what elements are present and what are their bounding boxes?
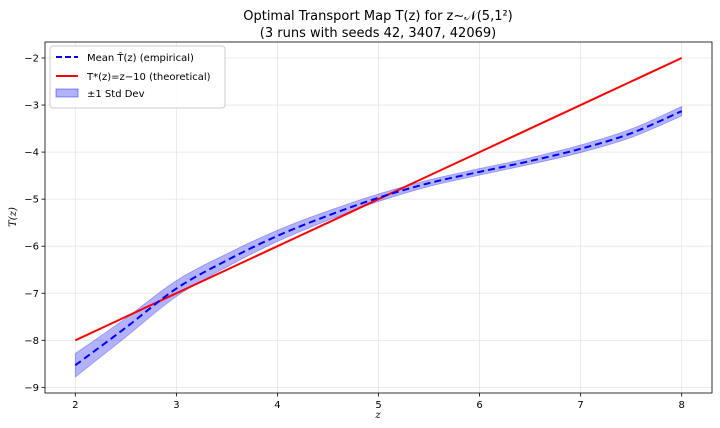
x-tick-label: 3 [173, 400, 179, 411]
x-axis-label: z [374, 410, 381, 421]
legend: Mean T̂(z) (empirical) T*(z)=z−10 (theor… [49, 45, 226, 109]
x-tick-label: 7 [577, 400, 583, 411]
theoretical-line [74, 57, 683, 342]
legend-box [49, 45, 226, 109]
x-tick-label: 5 [375, 400, 381, 411]
chart-title-line2: (3 runs with seeds 42, 3407, 42069) [260, 26, 496, 41]
x-tick-label: 4 [274, 400, 280, 411]
y-tick-label: −7 [24, 289, 39, 300]
x-tick-label: 8 [678, 400, 684, 411]
axis-ticks: 2 3 4 5 6 7 8 −9 −8 −7 −6 −5 −4 −3 −2 [24, 53, 685, 411]
y-tick-label: −8 [24, 336, 39, 347]
y-tick-label: −6 [24, 242, 39, 253]
y-tick-label: −9 [24, 383, 39, 394]
legend-label-mean: Mean T̂(z) (empirical) [87, 51, 194, 64]
y-tick-label: −3 [24, 101, 39, 112]
legend-label-theoretical: T*(z)=z−10 (theoretical) [86, 72, 211, 83]
y-tick-label: −5 [24, 195, 39, 206]
grid [45, 42, 712, 393]
legend-swatch-std [55, 88, 79, 98]
x-tick-label: 2 [72, 400, 78, 411]
y-tick-label: −2 [24, 53, 39, 64]
plot-marks [74, 57, 683, 378]
x-tick-label: 6 [476, 400, 482, 411]
legend-label-std: ±1 Std Dev [87, 89, 145, 100]
chart-title-line1: Optimal Transport Map T(z) for z∼𝒩(5,1²) [243, 9, 513, 24]
y-axis-label: T(z) [8, 207, 19, 227]
std-band [74, 105, 683, 378]
mean-line [74, 110, 683, 367]
y-tick-label: −4 [24, 148, 39, 159]
